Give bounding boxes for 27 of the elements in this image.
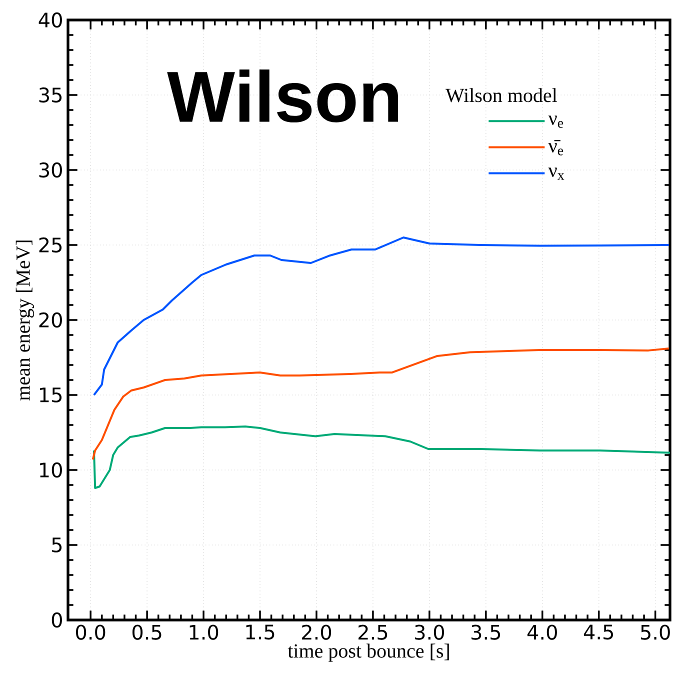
x-axis-title: time post bounce [s] [288, 644, 450, 662]
x-tick-label: 5.0 [641, 624, 670, 640]
text: Wilson [167, 70, 398, 122]
y-tick-label: 25 [39, 237, 62, 253]
y-tick-label: 40 [38, 12, 62, 28]
x-tick-label: 0.5 [132, 624, 162, 640]
y-tick-label: 10 [40, 462, 62, 478]
x-tick-label: 4.0 [528, 624, 558, 640]
x-tick-label: 1.0 [190, 624, 218, 640]
x-tick-label: 3.5 [472, 624, 500, 640]
x-tick-label: 2.5 [358, 624, 388, 640]
y-axis-title: mean energy [MeV] [16, 240, 34, 400]
y-tick-label: 5 [52, 538, 62, 552]
legend-label: ν$_{x}$ [548, 168, 564, 180]
y-tick-label: 35 [40, 87, 62, 103]
x-tick-label: 4.5 [584, 624, 614, 640]
y-tick-label: 0 [52, 612, 62, 628]
y-tick-label: 30 [40, 162, 62, 178]
x-tick-label: 3.0 [415, 624, 444, 640]
x-tick-label: 1.5 [246, 624, 274, 640]
x-tick-label: 0.0 [76, 624, 106, 640]
legend-title: Wilson model [446, 88, 558, 102]
x-tick-label: 2.0 [302, 624, 332, 640]
y-tick-label: 15 [40, 388, 62, 402]
y-tick-label: 20 [39, 312, 62, 328]
legend-label: ν̄$_{e}$ [548, 140, 564, 156]
legend-label: ν$_{e}$ [548, 116, 564, 128]
